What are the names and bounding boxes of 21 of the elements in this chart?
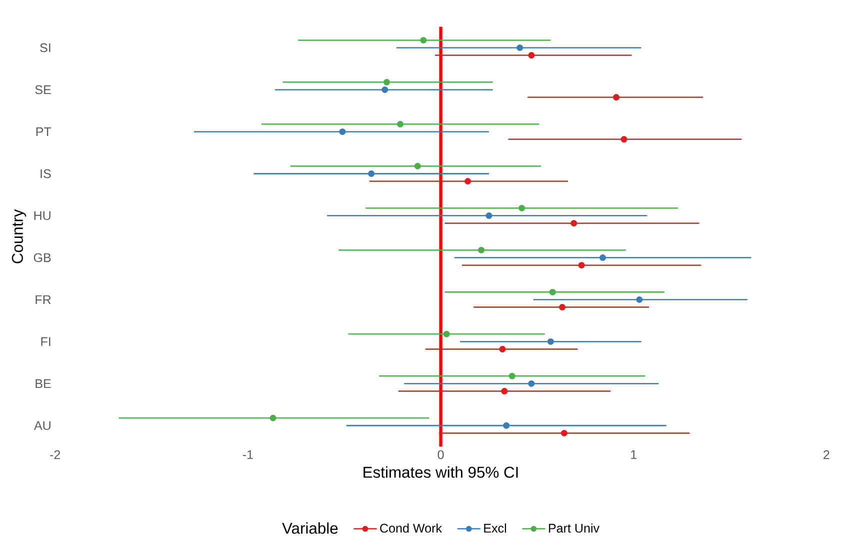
y-tick-label: AU — [34, 421, 50, 430]
y-tick-label: PT — [36, 127, 52, 136]
x-tick-label: -1 — [242, 450, 253, 459]
legend-title: Variable — [282, 522, 338, 534]
y-tick-label: FR — [36, 295, 51, 304]
x-tick-label: 0 — [438, 450, 444, 460]
y-tick-label: IS — [40, 169, 51, 178]
x-tick-label: 2 — [824, 450, 830, 460]
y-tick-label: HU — [34, 211, 50, 220]
legend-label: Cond Work — [380, 524, 442, 533]
x-tick-label: 1 — [631, 450, 636, 459]
x-tick-label: -2 — [50, 450, 60, 460]
legend-label: Part Univ — [548, 524, 600, 533]
y-tick-label: SE — [35, 85, 51, 94]
y-tick-label: SI — [40, 43, 50, 52]
y-tick-label: FI — [41, 337, 50, 346]
y-axis-title: Country — [12, 209, 26, 264]
legend-label: Excl — [484, 524, 506, 533]
x-axis-title: Estimates with 95% CI — [364, 466, 518, 478]
y-tick-label: GB — [34, 253, 51, 262]
y-tick-label: BE — [36, 379, 51, 388]
